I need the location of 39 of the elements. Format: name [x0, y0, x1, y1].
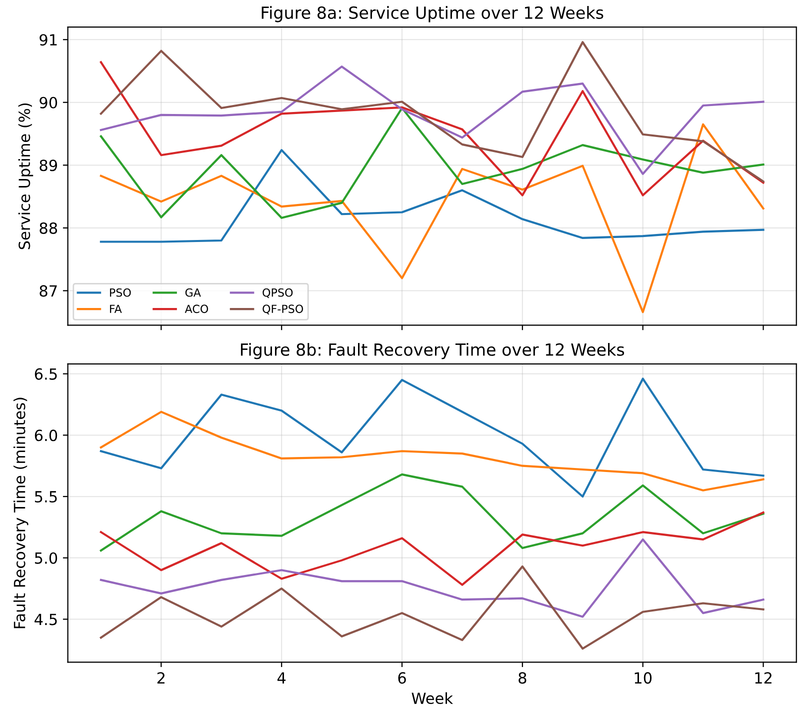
y-tick-label: 89	[40, 160, 58, 172]
y-axis-title: Service Uptime (%)	[18, 103, 34, 250]
line-series	[100, 410, 764, 492]
x-tick-label: 4	[277, 672, 286, 684]
line-series	[100, 565, 764, 650]
line-series	[100, 41, 764, 183]
chart-title: Figure 8a: Service Uptime over 12 Weeks	[262, 6, 604, 22]
line-series	[100, 66, 764, 175]
line-series	[100, 106, 764, 219]
x-tick-label: 12	[755, 672, 772, 684]
chart-title: Figure 8b: Fault Recovery Time over 12 Weeks	[240, 342, 624, 360]
legend-label: PSO	[110, 288, 131, 297]
x-tick-label: 10	[634, 672, 652, 684]
line-series	[100, 511, 764, 586]
x-tick-label: 8	[518, 672, 526, 684]
y-tick-label: 4.5	[34, 614, 57, 626]
y-tick-label: 6.0	[34, 430, 58, 442]
line-series	[100, 61, 764, 196]
y-tick-label: 88	[40, 222, 58, 234]
line-series	[100, 473, 764, 552]
legend-label: ACO	[184, 304, 208, 314]
legend-label: QF-PSO	[262, 304, 304, 314]
y-tick-label: 90	[40, 96, 58, 108]
legend-label: GA	[185, 288, 201, 297]
line-series	[100, 123, 764, 314]
x-tick-label: 2	[157, 672, 164, 684]
y-tick-label: 5.5	[34, 491, 57, 503]
legend-label: FA	[110, 304, 122, 313]
y-tick-label: 5.0	[34, 552, 58, 564]
y-tick-label: 6.5	[34, 368, 57, 380]
line-series	[100, 378, 764, 498]
line-series	[100, 538, 764, 618]
x-tick-label: 6	[398, 672, 406, 684]
y-tick-label: 91	[40, 34, 57, 46]
x-axis-title: Week	[412, 692, 453, 704]
line-series	[100, 149, 764, 243]
y-axis-title: Fault Recovery Time (minutes)	[13, 398, 28, 628]
legend-label: QPSO	[262, 288, 293, 298]
y-tick-label: 87	[40, 285, 57, 297]
